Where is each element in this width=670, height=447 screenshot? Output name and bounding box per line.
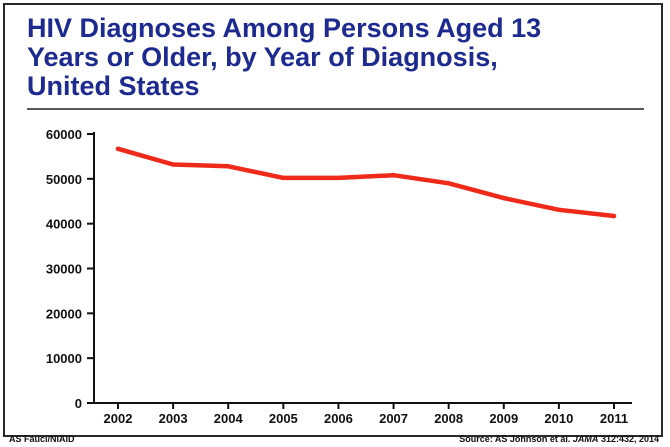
- x-tick-label: 2011: [600, 411, 628, 426]
- y-tick-label: 20000: [46, 306, 82, 321]
- data-point: [281, 175, 286, 181]
- x-axis-ticks: 2002 2003 2004 2005 2006 2007 2008 2009 2010 2011: [104, 403, 628, 426]
- source-prefix: Source: AS Johnson et al.: [459, 434, 571, 444]
- data-point: [391, 173, 396, 178]
- data-point: [226, 164, 231, 169]
- x-tick-label: 2002: [104, 411, 133, 426]
- y-axis-ticks: 0 10000 20000 30000 40000 50000 60000: [46, 127, 94, 411]
- x-tick-label: 2004: [214, 411, 244, 426]
- y-tick-label: 50000: [46, 172, 82, 187]
- chart-title: HIV Diagnoses Among Persons Aged 13 Year…: [27, 13, 542, 101]
- x-tick-label: 2009: [489, 411, 518, 426]
- x-tick-label: 2006: [324, 411, 353, 426]
- credit-text: AS Fauci/NIAID: [9, 434, 75, 444]
- y-tick-label: 30000: [46, 262, 82, 277]
- x-tick-label: 2003: [159, 411, 188, 426]
- data-point: [336, 175, 341, 181]
- series-line: [115, 146, 617, 219]
- x-tick-label: 2005: [269, 411, 298, 426]
- source-journal: JAMA: [572, 434, 599, 444]
- chart-axes: [93, 132, 632, 404]
- data-point: [446, 181, 451, 186]
- data-point: [170, 162, 176, 167]
- source-citation: Source: AS Johnson et al. JAMA 312:432, …: [459, 434, 659, 444]
- x-tick-label: 2007: [379, 411, 408, 426]
- data-point: [501, 195, 506, 201]
- x-tick-label: 2010: [544, 411, 573, 426]
- data-point: [115, 146, 121, 151]
- title-divider: [27, 108, 644, 110]
- slide-frame: [3, 3, 663, 437]
- y-tick-label: 0: [75, 396, 82, 411]
- data-point: [611, 213, 617, 219]
- y-tick-label: 40000: [46, 217, 82, 232]
- y-tick-label: 10000: [46, 351, 82, 366]
- data-point: [556, 207, 562, 212]
- chart-series: [115, 146, 617, 219]
- y-tick-label: 60000: [46, 127, 82, 142]
- x-tick-label: 2008: [434, 411, 463, 426]
- source-suffix: 312:432, 2014: [600, 434, 659, 444]
